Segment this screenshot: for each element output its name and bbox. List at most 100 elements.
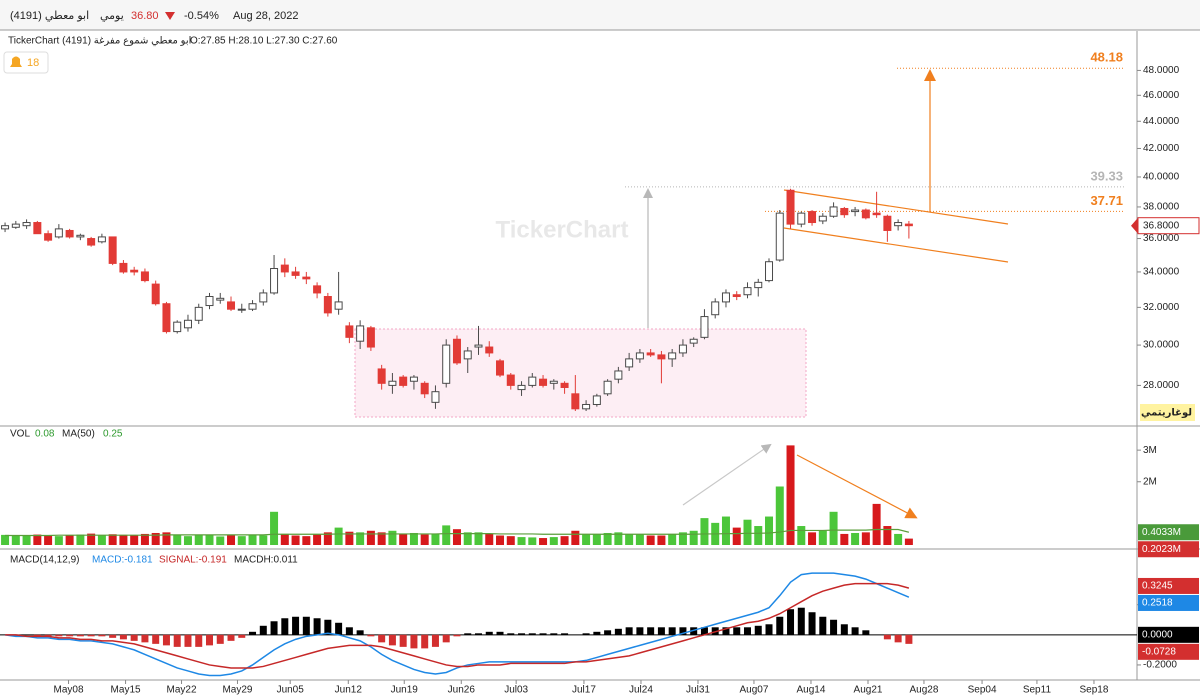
- volume-bar: [904, 538, 913, 545]
- candle-body: [894, 222, 903, 227]
- histogram-bar: [249, 631, 257, 635]
- x-tick-label: Sep04: [968, 685, 997, 696]
- candle-body: [711, 301, 720, 316]
- volume-bar: [528, 537, 537, 545]
- candle-body: [291, 271, 300, 276]
- volume-bar: [883, 526, 892, 545]
- y-tick-label: 30.0000: [1143, 340, 1180, 351]
- histogram-bar: [733, 627, 741, 635]
- candle-body: [872, 212, 881, 216]
- histogram-bar: [453, 634, 461, 637]
- alert-button[interactable]: [3, 51, 49, 74]
- volume-bar: [323, 532, 332, 545]
- candle-body: [592, 395, 601, 405]
- x-tick-label: Jun12: [335, 685, 363, 696]
- volume-bar: [356, 532, 365, 545]
- histogram-bar: [281, 618, 289, 635]
- histogram-bar: [905, 634, 913, 644]
- histogram-bar: [518, 633, 526, 635]
- value-box-label: 0.3245: [1142, 581, 1173, 592]
- candle-body: [808, 211, 817, 224]
- value-box-label: 0.2023M: [1142, 544, 1181, 555]
- volume-bar: [205, 535, 214, 545]
- candle-body: [829, 206, 838, 217]
- candle-body: [108, 236, 117, 264]
- value-box: [1138, 541, 1199, 558]
- x-tick-label: Aug07: [739, 685, 768, 696]
- trend-arrow: [796, 454, 918, 519]
- histogram-bar: [335, 622, 343, 635]
- histogram-bar: [119, 634, 127, 640]
- histogram-bar: [474, 633, 482, 635]
- candle-body: [76, 234, 85, 238]
- volume-bar: [366, 530, 375, 545]
- volume-bar: [183, 536, 192, 545]
- candle-body: [151, 283, 160, 305]
- legend-value: 0.08: [35, 429, 55, 440]
- volume-bar: [797, 526, 806, 545]
- candle-body: [452, 338, 461, 364]
- histogram-bar: [130, 634, 138, 641]
- volume-bar: [377, 532, 386, 545]
- candle-body: [65, 229, 74, 238]
- histogram-bar: [367, 634, 375, 637]
- volume-bar: [603, 532, 612, 545]
- volume-bar: [140, 533, 149, 545]
- period: يومي: [100, 10, 124, 22]
- volume-bar: [463, 532, 472, 545]
- value-box-label: 0.2518: [1142, 598, 1173, 609]
- volume-bar: [700, 518, 709, 545]
- candle-body: [463, 350, 472, 360]
- value-box: [1138, 643, 1199, 660]
- value-box: [1138, 626, 1199, 643]
- candle-body: [528, 376, 537, 386]
- last-price-pointer: [1131, 217, 1138, 234]
- y-tick-label: 28.0000: [1143, 380, 1180, 391]
- volume-bar: [732, 527, 741, 545]
- candle-body: [87, 238, 96, 246]
- candle-body: [668, 352, 677, 360]
- histogram-bar: [539, 633, 547, 635]
- candle-body: [431, 391, 440, 403]
- histogram-bar: [754, 625, 762, 635]
- scale-button[interactable]: [1140, 404, 1195, 421]
- volume-bar: [130, 535, 139, 545]
- candle-body: [130, 269, 139, 273]
- volume-bar: [765, 516, 774, 545]
- volume-bar: [54, 536, 63, 545]
- candle-body: [54, 228, 63, 238]
- volume-bar: [582, 534, 591, 545]
- x-tick-label: Aug28: [909, 685, 938, 696]
- candle-body: [786, 189, 795, 225]
- volume-bar: [76, 534, 85, 545]
- volume-bar: [818, 530, 827, 545]
- histogram-bar: [442, 634, 450, 643]
- volume-bar: [291, 535, 300, 545]
- candle-body: [356, 325, 365, 342]
- y-tick-label: 2M: [1143, 476, 1157, 487]
- candle-body: [442, 344, 451, 384]
- x-tick-label: May08: [54, 685, 84, 696]
- panel-title: MACD(14,12,9): [10, 555, 79, 566]
- candle-body: [603, 380, 612, 395]
- volume-bar: [280, 533, 289, 545]
- candle-body: [227, 301, 236, 310]
- histogram-bar: [388, 634, 396, 646]
- histogram-bar: [259, 625, 267, 635]
- volume-bar: [614, 532, 623, 545]
- x-tick-label: May22: [167, 685, 197, 696]
- volume-bar: [571, 530, 580, 545]
- candle-body: [797, 212, 806, 225]
- histogram-bar: [647, 627, 655, 635]
- y-tick-label: 3M: [1143, 445, 1157, 456]
- candle-body: [97, 236, 106, 243]
- candle-body: [754, 281, 763, 289]
- volume-bar: [248, 534, 257, 545]
- histogram-bar: [636, 627, 644, 635]
- histogram-bar: [98, 634, 106, 637]
- x-tick-label: Aug14: [797, 685, 826, 696]
- candle-body: [270, 268, 279, 294]
- volume-bar: [625, 533, 634, 545]
- candle-body: [732, 294, 741, 298]
